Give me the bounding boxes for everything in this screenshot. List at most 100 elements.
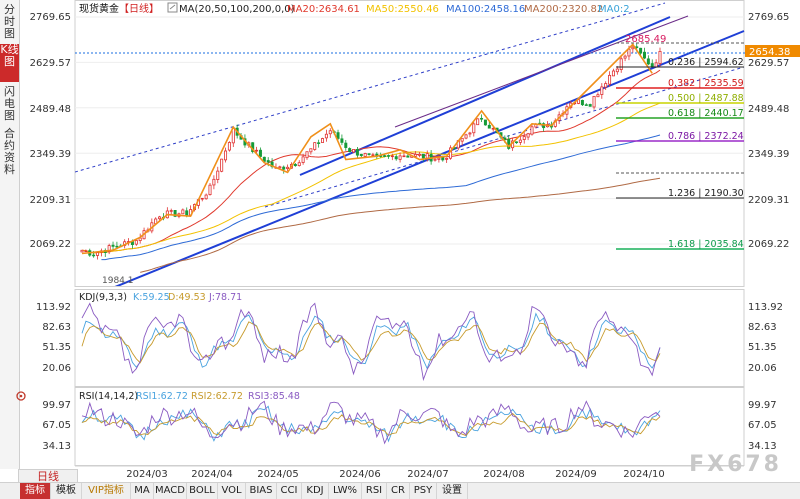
candle-body — [367, 153, 371, 155]
toolbar-tab-vip[interactable]: VIP指标 — [82, 483, 131, 499]
settings-icon[interactable] — [16, 391, 26, 401]
rsi-value: RSI3:85.48 — [248, 391, 300, 402]
toolbar-tab-kdj[interactable]: KDJ — [302, 483, 329, 499]
candle-body — [286, 166, 290, 169]
candle-body — [352, 149, 356, 153]
candle-body — [216, 170, 220, 180]
tab-kline[interactable]: K线图 — [0, 44, 19, 82]
candle — [134, 240, 138, 246]
x-axis-label: 2024/08 — [483, 469, 525, 480]
candle — [212, 175, 216, 190]
toolbar-tab-boll[interactable]: BOLL — [187, 483, 218, 499]
candle-body — [84, 250, 88, 253]
candle-body — [107, 245, 111, 253]
candle-body — [402, 155, 406, 158]
candle — [321, 137, 325, 143]
toolbar-tab-lw[interactable]: LW% — [329, 483, 362, 499]
candle — [472, 122, 476, 137]
candle — [255, 146, 259, 154]
candle-body — [181, 209, 185, 215]
fib-level-label: 1.236 | 2190.30 — [668, 188, 744, 199]
candle-body — [185, 210, 189, 216]
zigzag-path — [81, 43, 653, 255]
candle — [336, 129, 340, 141]
candle — [340, 134, 344, 146]
candle — [355, 147, 359, 158]
candle-body — [204, 194, 208, 200]
tab-timeshare[interactable]: 分时图 — [4, 3, 15, 40]
left-tab-strip: 分时图 K线图 闪电图 合约资料 — [0, 0, 20, 469]
toolbar-tab-rsi[interactable]: RSI — [362, 483, 387, 499]
toolbar-tab-vol[interactable]: VOL — [218, 483, 246, 499]
rsi-values: RSI1:62.72 RSI2:62.72 RSI3:85.48 — [136, 391, 300, 402]
tab-contract-info[interactable]: 合约资料 — [4, 127, 15, 176]
candle — [604, 81, 608, 90]
candle — [352, 149, 356, 154]
period-tab-daily[interactable]: 日线 — [18, 469, 78, 484]
candle — [150, 218, 154, 234]
candle — [84, 249, 88, 253]
candle — [258, 147, 262, 159]
kdj-y-tick-label: 51.35 — [748, 342, 777, 353]
candle-body — [600, 86, 604, 95]
candle-body — [92, 254, 96, 257]
candle — [363, 152, 367, 158]
ma100-line — [101, 134, 661, 261]
candle-body — [297, 162, 301, 167]
candle — [619, 55, 623, 73]
toolbar-tab-cci[interactable]: CCI — [277, 483, 302, 499]
toolbar-tab-indicator[interactable]: 指标 — [20, 483, 51, 499]
candle-body — [468, 132, 472, 135]
toolbar-tab-cr[interactable]: CR — [387, 483, 410, 499]
candle-body — [635, 46, 639, 48]
candle — [324, 129, 328, 142]
candle-body — [386, 155, 390, 157]
candle-body — [266, 160, 270, 163]
toolbar-tab-ma[interactable]: MA — [131, 483, 154, 499]
candle — [476, 118, 480, 126]
candle-body — [522, 136, 526, 140]
candle — [278, 165, 282, 169]
toolbar-tab-bias[interactable]: BIAS — [246, 483, 277, 499]
candle — [437, 154, 441, 163]
candle-body — [608, 74, 612, 85]
candle-body — [406, 155, 410, 158]
price-y-tick-label: 2209.31 — [30, 195, 71, 206]
kdj-j-line — [81, 302, 661, 382]
candle-body — [111, 244, 115, 247]
kdj-y-tick-label: 20.06 — [748, 363, 777, 374]
x-axis-label: 2024/06 — [339, 469, 381, 480]
candle-body — [398, 155, 402, 160]
candle-body — [627, 48, 631, 57]
rsi-y-tick-label: 34.13 — [42, 441, 71, 452]
indicator-toolbar: 指标 模板 VIP指标 MA MACD BOLL VOL BIAS CCI KD… — [0, 482, 800, 499]
price-y-tick-label: 2769.65 — [30, 12, 71, 23]
tab-flash-chart[interactable]: 闪电图 — [4, 85, 15, 122]
toolbar-tab-settings[interactable]: 设置 — [437, 483, 468, 499]
candle — [317, 139, 321, 148]
candle-body — [220, 158, 224, 172]
kdj-values: K:59.25D:49.53 J:78.71 — [133, 292, 242, 303]
candle-body — [623, 55, 627, 59]
ma-value: MA0:2 — [598, 4, 630, 15]
price-y-tick-label: 2629.57 — [30, 58, 71, 69]
candle-body — [472, 123, 476, 134]
candle-body — [321, 138, 325, 143]
toolbar-tab-psy[interactable]: PSY — [410, 483, 437, 499]
candle — [642, 47, 646, 60]
toolbar-tab-template[interactable]: 模板 — [51, 483, 82, 499]
price-y-tick-label: 2209.31 — [748, 195, 789, 206]
fib-level-label: 0.500 | 2487.88 — [668, 93, 744, 104]
candle — [313, 142, 317, 151]
candle-body — [460, 137, 464, 142]
kdj-y-tick-label: 51.35 — [42, 342, 71, 353]
price-panel-frame — [74, 0, 745, 287]
candle-body — [441, 157, 445, 161]
candle — [305, 151, 309, 160]
y-ticks-right: 2769.65 2629.57 2489.48 2349.39 2209.31 2069.… — [748, 12, 789, 452]
price-y-tick-label: 2769.65 — [748, 12, 789, 23]
candle — [293, 163, 297, 167]
price-y-tick-label: 2349.39 — [748, 149, 789, 160]
candle — [646, 55, 650, 66]
toolbar-tab-macd[interactable]: MACD — [154, 483, 187, 499]
